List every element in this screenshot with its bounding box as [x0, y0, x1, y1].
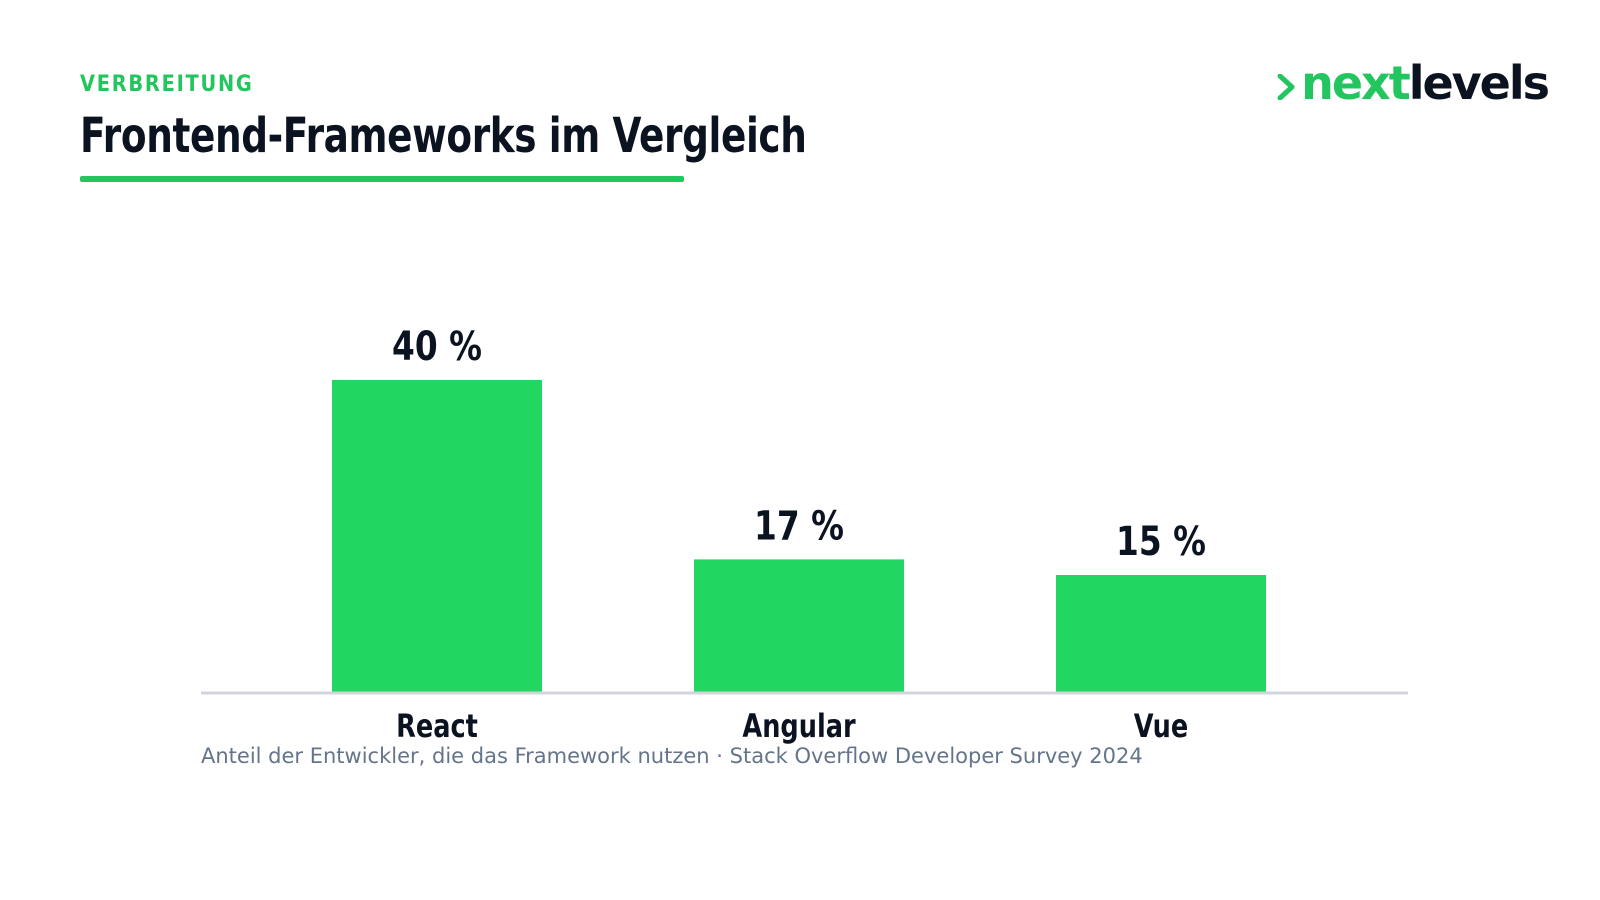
category-label-angular: Angular	[742, 707, 856, 745]
category-label-react: React	[396, 707, 478, 745]
value-label-vue: 15 %	[1116, 518, 1206, 565]
page-title: Frontend-Frameworks im Vergleich	[80, 108, 807, 164]
title-underline	[80, 176, 684, 182]
section-eyebrow: VERBREITUNG	[80, 72, 254, 97]
bar-angular	[694, 559, 904, 692]
value-label-react: 40 %	[392, 323, 482, 370]
category-label-vue: Vue	[1134, 707, 1188, 745]
chevron-right-icon	[1277, 74, 1295, 100]
labels-layer: 40 % React 17 % Angular 15 % Vue	[392, 323, 1206, 745]
value-label-angular: 17 %	[754, 502, 844, 549]
bar-vue	[1056, 575, 1266, 692]
bar-react	[332, 380, 542, 692]
chart-caption: Anteil der Entwickler, die das Framework…	[201, 744, 1143, 768]
brand-logo: next levels	[1277, 50, 1550, 110]
logo-text-levels: levels	[1408, 56, 1550, 110]
bars-layer	[332, 380, 1266, 692]
logo-text-next: next	[1301, 56, 1411, 110]
